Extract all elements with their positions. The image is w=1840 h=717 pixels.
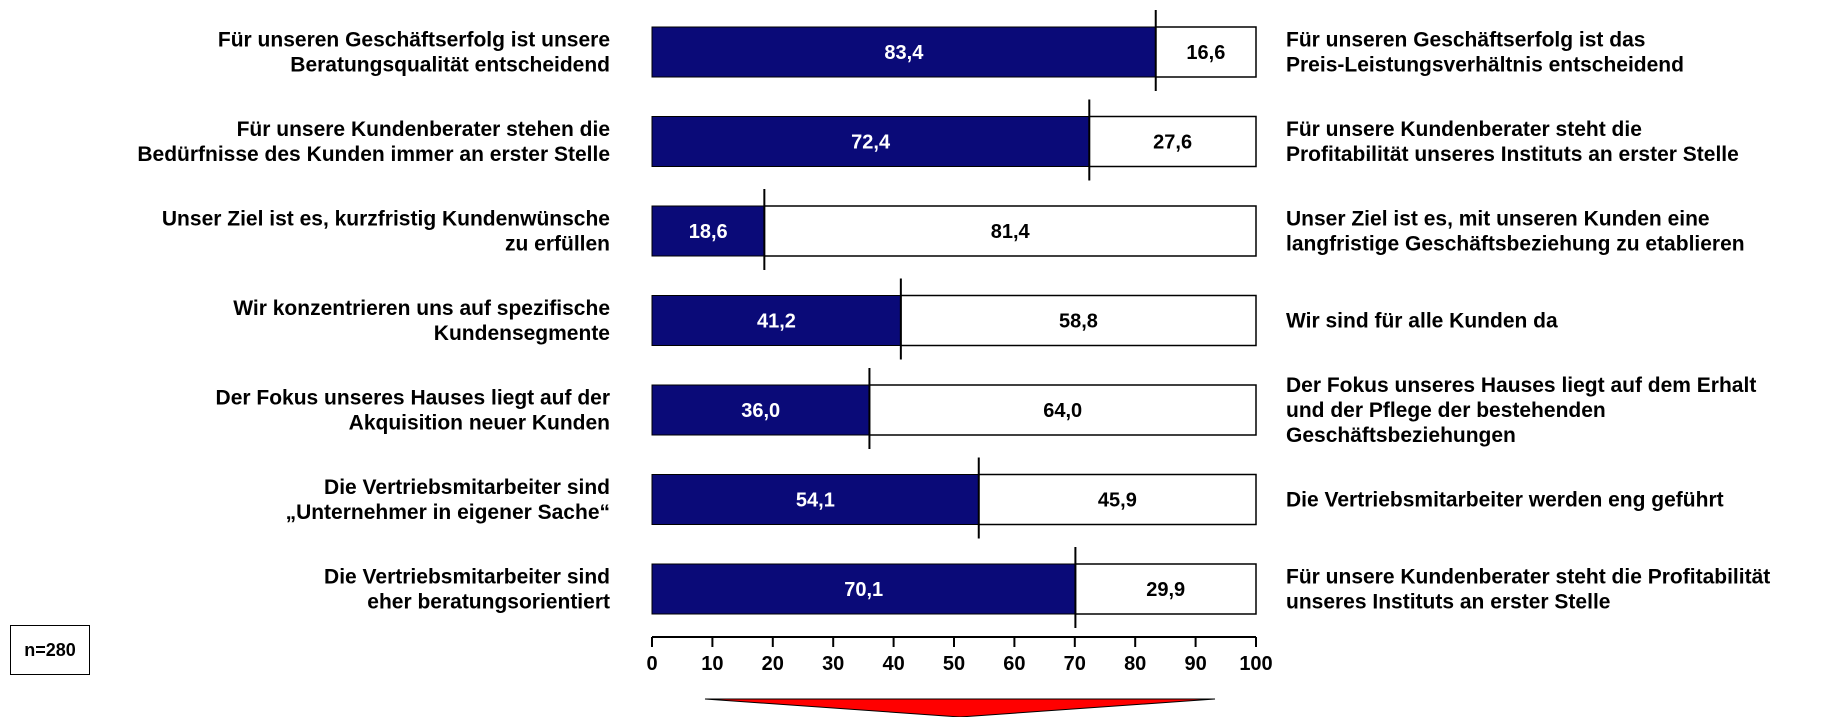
bar-right-segment	[763, 205, 1257, 257]
bar-left-segment	[651, 563, 1076, 615]
bar-left-segment	[651, 295, 902, 346]
x-axis: 0 10 20 30 40 50 60 70 80 90 100	[646, 636, 1273, 675]
sample-size-box: n=280	[10, 625, 90, 675]
bar-right-value: 29,9	[1146, 579, 1185, 601]
bar-right-value: 27,6	[1153, 132, 1192, 154]
bar-left-segment	[651, 384, 870, 436]
x-tick-label: 50	[943, 653, 965, 675]
bar-right-segment	[1074, 563, 1257, 615]
row-left-label: Wir konzentrieren uns auf spezifische	[233, 297, 610, 320]
row-right-label: langfristige Geschäftsbeziehung zu etabl…	[1286, 233, 1745, 256]
row-right-label: Für unsere Kundenberater steht die Profi…	[1286, 566, 1770, 589]
x-tick-label: 60	[1003, 653, 1025, 675]
sample-size-label: n=280	[24, 639, 76, 660]
x-tick-label: 20	[762, 653, 784, 675]
row-right-label: Für unseren Geschäftserfolg ist das	[1286, 29, 1645, 52]
row-right-label: Geschäftsbeziehungen	[1286, 424, 1516, 447]
row-right-label: Preis-Leistungsverhältnis entscheidend	[1286, 54, 1684, 77]
x-tick-label: 0	[646, 653, 657, 675]
x-tick-label: 90	[1184, 653, 1206, 675]
bar-left-value: 70,1	[844, 579, 883, 601]
bar-right-value: 16,6	[1186, 42, 1225, 64]
x-tick-label: 80	[1124, 653, 1146, 675]
row-right-label: Die Vertriebsmitarbeiter werden eng gefü…	[1286, 489, 1724, 512]
bar-left-value: 83,4	[884, 42, 924, 64]
row-left-label: eher beratungsorientiert	[367, 591, 610, 614]
row-left-label: Der Fokus unseres Hauses liegt auf der	[216, 387, 610, 410]
bar-row: 83,4 16,6 Für unseren Geschäftserfolg ist …	[218, 10, 1684, 91]
x-tick-label: 100	[1239, 653, 1272, 675]
bar-right-segment	[1088, 115, 1257, 168]
row-left-label: „Unternehmer in eigener Sache“	[286, 501, 610, 524]
row-right-label: Wir sind für alle Kunden da	[1286, 310, 1558, 333]
direction-arrow	[704, 698, 1216, 717]
x-tick-label: 70	[1064, 653, 1086, 675]
bar-row: 41,2 58,8 Wir konzentrieren uns auf spezif…	[233, 278, 1558, 360]
row-left-label: Beratungsqualität entscheidend	[290, 54, 610, 77]
bars-layer: 83,4 16,6 Für unseren Geschäftserfolg ist …	[137, 10, 1770, 628]
bar-left-segment	[651, 116, 1090, 167]
bar-left-segment	[651, 474, 980, 525]
row-left-label: Kundensegmente	[434, 322, 610, 345]
row-left-label: Für unseren Geschäftserfolg ist unsere	[218, 29, 610, 52]
bar-left-segment	[651, 26, 1157, 78]
x-tick-label: 10	[701, 653, 723, 675]
bar-row: 36,0 64,0 Der Fokus unseres Hauses liegt a…	[216, 368, 1756, 449]
bar-right-segment	[978, 473, 1257, 526]
row-left-label: Für unsere Kundenberater stehen die	[237, 118, 610, 141]
bar-right-value: 58,8	[1059, 311, 1098, 333]
bar-row: 72,4 27,6 Für unsere Kundenberater stehen …	[137, 99, 1739, 181]
row-right-label: Unser Ziel ist es, mit unseren Kunden ei…	[1286, 208, 1710, 231]
row-left-label: Unser Ziel ist es, kurzfristig Kundenwün…	[162, 208, 610, 231]
bar-right-value: 45,9	[1098, 490, 1137, 512]
bar-left-value: 36,0	[741, 400, 780, 422]
bar-left-value: 18,6	[689, 221, 728, 243]
row-right-label: Profitabilität unseres Instituts an erst…	[1286, 143, 1739, 166]
row-right-label: unseres Instituts an erster Stelle	[1286, 591, 1610, 614]
bar-right-value: 81,4	[991, 221, 1031, 243]
row-right-label: Der Fokus unseres Hauses liegt auf dem E…	[1286, 374, 1756, 397]
row-left-label: Die Vertriebsmitarbeiter sind	[324, 476, 610, 499]
x-tick-label: 40	[882, 653, 904, 675]
x-tick-label: 30	[822, 653, 844, 675]
row-left-label: zu erfüllen	[505, 233, 610, 256]
bar-right-segment	[1154, 26, 1257, 78]
bar-left-value: 54,1	[796, 490, 835, 512]
row-right-label: und der Pflege der bestehenden	[1286, 399, 1606, 422]
bar-row: 18,6 81,4 Unser Ziel ist es, kurzfristig K…	[162, 189, 1745, 270]
bar-right-segment	[868, 384, 1257, 436]
bar-right-value: 64,0	[1043, 400, 1082, 422]
bar-row: 54,1 45,9 Die Vertriebsmitarbeiter sind„Un…	[286, 457, 1724, 539]
bar-row: 70,1 29,9 Die Vertriebsmitarbeiter sindehe…	[324, 547, 1770, 628]
row-left-label: Die Vertriebsmitarbeiter sind	[324, 566, 610, 589]
row-left-label: Akquisition neuer Kunden	[349, 412, 610, 435]
row-left-label: Bedürfnisse des Kunden immer an erster S…	[137, 143, 610, 166]
row-right-label: Für unsere Kundenberater steht die	[1286, 118, 1642, 141]
bar-left-value: 41,2	[757, 311, 796, 333]
bar-left-value: 72,4	[851, 132, 891, 154]
